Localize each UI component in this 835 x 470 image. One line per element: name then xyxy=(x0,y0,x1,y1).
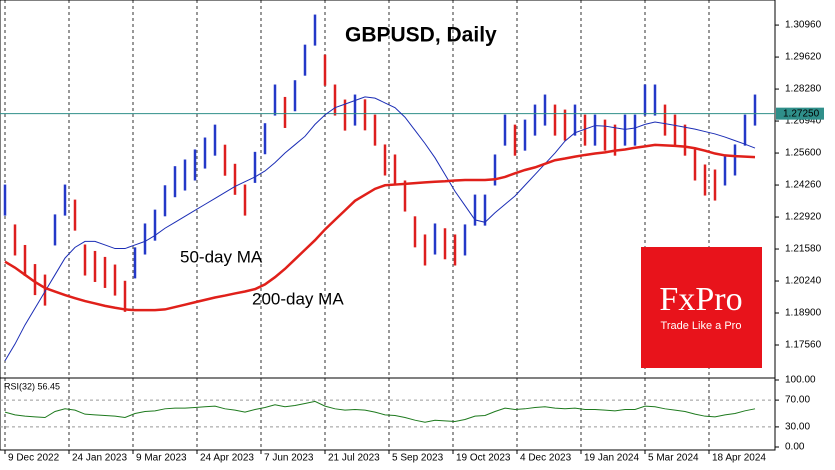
y-tick-label: 1.21580 xyxy=(785,244,822,255)
last-price-tag xyxy=(776,107,824,120)
plot-frame xyxy=(0,0,776,451)
y-tick-label: 1.28280 xyxy=(785,84,822,95)
x-tick-label: 5 Sep 2023 xyxy=(392,453,444,464)
rsi-tick-label: 30.00 xyxy=(785,422,810,433)
logo-tagline: Trade Like a Pro xyxy=(661,320,742,332)
x-tick-label: 24 Apr 2023 xyxy=(200,453,254,464)
rsi-tick-label: 0.00 xyxy=(785,442,805,453)
rsi-tick-label: 70.00 xyxy=(785,395,810,406)
x-tick-label: 9 Dec 2022 xyxy=(8,453,60,464)
y-tick-label: 1.24260 xyxy=(785,180,822,191)
x-tick-label: 5 Mar 2024 xyxy=(648,453,699,464)
rsi-label: RSI(32) 56.45 xyxy=(4,381,60,391)
y-tick-label: 1.29620 xyxy=(785,52,822,63)
x-tick-label: 9 Mar 2023 xyxy=(136,453,187,464)
y-tick-label: 1.17560 xyxy=(785,340,822,351)
rsi-line xyxy=(4,400,756,423)
y-tick-label: 1.26940 xyxy=(785,116,822,127)
rsi-tick-label: 100.00 xyxy=(785,375,816,386)
y-tick-label: 1.22920 xyxy=(785,212,822,223)
ma-line xyxy=(4,96,756,362)
x-tick-label: 19 Oct 2023 xyxy=(456,453,511,464)
x-tick-label: 4 Dec 2023 xyxy=(520,453,572,464)
x-tick-label: 19 Jan 2024 xyxy=(584,453,639,464)
y-tick-label: 1.18900 xyxy=(785,308,822,319)
ma-line xyxy=(4,143,756,312)
y-tick-label: 1.30960 xyxy=(785,20,822,31)
y-tick-label: 1.25600 xyxy=(785,148,822,159)
x-tick-label: 24 Jan 2023 xyxy=(72,453,127,464)
last-price-label: 1.27250 xyxy=(783,108,820,119)
chart-title: GBPUSD, Daily xyxy=(345,24,497,47)
y-tick-label: 1.20240 xyxy=(785,276,822,287)
ma-label: 50-day MA xyxy=(180,247,263,266)
x-tick-label: 21 Jul 2023 xyxy=(328,453,380,464)
x-tick-label: 18 Apr 2024 xyxy=(712,453,766,464)
logo-name: FxPro xyxy=(659,281,742,318)
ma-label: 200-day MA xyxy=(252,289,344,308)
logo-box xyxy=(641,247,762,368)
x-tick-label: 7 Jun 2023 xyxy=(264,453,314,464)
